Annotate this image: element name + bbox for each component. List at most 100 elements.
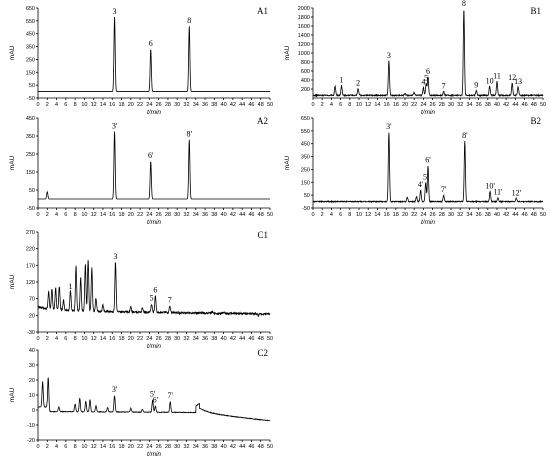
peak-label: 4 bbox=[421, 78, 425, 87]
x-tick-label: 10 bbox=[356, 212, 362, 218]
x-tick-label: 40 bbox=[221, 102, 227, 108]
y-tick-label: 150 bbox=[26, 170, 35, 176]
panel-label: A2 bbox=[257, 116, 268, 126]
x-tick-label: 28 bbox=[165, 102, 171, 108]
x-tick-label: 30 bbox=[174, 444, 180, 450]
y-tick-label: 170 bbox=[26, 263, 35, 269]
x-tick-label: 32 bbox=[183, 212, 189, 218]
peak-label: 6 bbox=[426, 67, 430, 76]
x-tick-label: 2 bbox=[46, 444, 49, 450]
peak-label: 2 bbox=[356, 79, 360, 88]
x-tick-label: 12 bbox=[91, 336, 97, 342]
x-tick-label: 8 bbox=[348, 212, 351, 218]
x-tick-label: 26 bbox=[430, 102, 436, 108]
y-tick-label: 650 bbox=[301, 116, 310, 122]
peak-label: 6 bbox=[149, 39, 153, 48]
x-tick-label: 18 bbox=[118, 212, 124, 218]
x-tick-label: 4 bbox=[55, 102, 58, 108]
x-tick-label: 48 bbox=[531, 102, 537, 108]
x-tick-label: 24 bbox=[146, 212, 152, 218]
y-tick-label: 600 bbox=[301, 69, 310, 75]
y-tick-label: 1200 bbox=[298, 42, 310, 48]
y-tick-label: -10 bbox=[27, 423, 35, 429]
x-tick-label: 0 bbox=[311, 212, 314, 218]
y-axis-label: mAU bbox=[284, 45, 291, 60]
x-tick-label: 22 bbox=[137, 336, 143, 342]
peak-label: 3 bbox=[113, 252, 117, 261]
y-tick-label: 650 bbox=[26, 6, 35, 12]
y-tick-label: 450 bbox=[301, 142, 310, 148]
y-tick-label: 800 bbox=[301, 60, 310, 66]
x-tick-label: 10 bbox=[81, 444, 87, 450]
x-tick-label: 12 bbox=[91, 444, 97, 450]
y-tick-label: 70 bbox=[29, 297, 35, 303]
peak-label: 4' bbox=[418, 180, 424, 189]
x-tick-label: 34 bbox=[193, 102, 199, 108]
peak-label: 12 bbox=[508, 73, 516, 82]
y-tick-label: -50 bbox=[302, 206, 310, 212]
x-tick-label: 32 bbox=[183, 444, 189, 450]
x-tick-label: 44 bbox=[239, 212, 245, 218]
x-tick-label: 28 bbox=[439, 212, 445, 218]
chromatogram-trace bbox=[37, 377, 271, 422]
peak-label: 8 bbox=[187, 16, 191, 25]
x-tick-label: 28 bbox=[165, 212, 171, 218]
y-tick-label: 1000 bbox=[298, 51, 310, 57]
peak-label: 12' bbox=[512, 188, 522, 197]
x-tick-label: 26 bbox=[156, 444, 162, 450]
x-tick-label: 18 bbox=[118, 444, 124, 450]
chromatogram-trace bbox=[38, 16, 270, 92]
y-axis-label: mAU bbox=[9, 155, 16, 170]
y-axis-label: mAU bbox=[9, 387, 16, 402]
y-tick-label: 550 bbox=[301, 129, 310, 135]
x-tick-label: 14 bbox=[374, 212, 380, 218]
x-tick-label: 36 bbox=[202, 444, 208, 450]
x-tick-label: 30 bbox=[448, 102, 454, 108]
x-tick-label: 4 bbox=[55, 444, 58, 450]
y-tick-label: 0 bbox=[32, 408, 35, 414]
x-tick-label: 10 bbox=[356, 102, 362, 108]
panel-label: C2 bbox=[257, 348, 268, 358]
x-tick-label: 2 bbox=[46, 102, 49, 108]
peak-label: 6 bbox=[153, 285, 157, 294]
x-tick-label: 32 bbox=[183, 336, 189, 342]
y-tick-label: 350 bbox=[301, 155, 310, 161]
x-tick-label: 2 bbox=[321, 212, 324, 218]
x-tick-label: 42 bbox=[503, 212, 509, 218]
x-tick-label: 8 bbox=[348, 102, 351, 108]
x-tick-label: 22 bbox=[137, 212, 143, 218]
x-tick-label: 46 bbox=[248, 336, 254, 342]
x-tick-label: 34 bbox=[466, 102, 472, 108]
x-tick-label: 24 bbox=[420, 102, 426, 108]
x-tick-label: 20 bbox=[402, 212, 408, 218]
y-tick-label: 50 bbox=[29, 83, 35, 89]
x-tick-label: 10 bbox=[81, 212, 87, 218]
y-tick-label: 20 bbox=[29, 378, 35, 384]
y-tick-label: 250 bbox=[26, 57, 35, 63]
peak-label: 5 bbox=[150, 294, 154, 303]
chromatogram-trace bbox=[312, 10, 544, 98]
x-tick-label: 30 bbox=[448, 212, 454, 218]
y-tick-label: -50 bbox=[27, 96, 35, 102]
y-tick-label: 350 bbox=[26, 134, 35, 140]
x-tick-label: 42 bbox=[230, 336, 236, 342]
x-tick-label: 36 bbox=[202, 212, 208, 218]
x-tick-label: 40 bbox=[494, 102, 500, 108]
x-tick-label: 38 bbox=[211, 102, 217, 108]
x-axis-label: t/min bbox=[421, 109, 435, 116]
x-tick-label: 38 bbox=[485, 102, 491, 108]
x-tick-label: 38 bbox=[485, 212, 491, 218]
y-tick-label: 250 bbox=[26, 152, 35, 158]
x-tick-label: 22 bbox=[137, 444, 143, 450]
peak-label: 7 bbox=[442, 82, 446, 91]
x-tick-label: 8 bbox=[74, 212, 77, 218]
x-tick-label: 50 bbox=[267, 212, 273, 218]
x-tick-label: 12 bbox=[365, 212, 371, 218]
x-tick-label: 16 bbox=[109, 102, 115, 108]
x-tick-label: 20 bbox=[128, 444, 134, 450]
x-tick-label: 16 bbox=[384, 212, 390, 218]
y-tick-label: 450 bbox=[26, 116, 35, 122]
